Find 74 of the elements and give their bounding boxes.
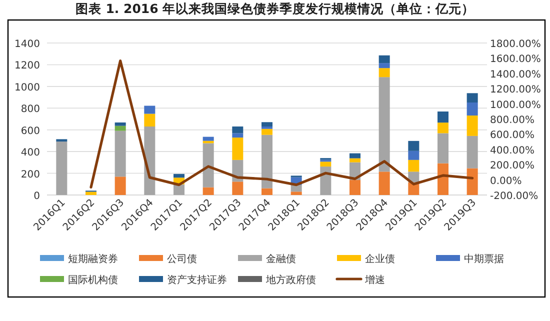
bar (232, 126, 244, 134)
y2-tick-label: 0.00% (490, 176, 522, 187)
bar (262, 134, 272, 188)
bar (408, 150, 420, 160)
bar (290, 192, 302, 195)
bar (320, 166, 332, 195)
bar (174, 184, 184, 195)
y-tick-label: 1400 (14, 39, 40, 50)
bar (144, 106, 156, 114)
bar (202, 143, 214, 188)
bar (408, 160, 420, 172)
legend-label: 资产支持证券 (167, 274, 227, 286)
bar (86, 192, 96, 195)
bar (202, 136, 214, 141)
bar (408, 140, 420, 151)
bar (350, 158, 360, 162)
legend-label: 企业债 (365, 253, 395, 265)
y-tick-label: 0 (34, 191, 40, 202)
legend-label: 金融债 (266, 253, 296, 265)
bar (262, 122, 272, 126)
bar (378, 63, 390, 68)
bar (262, 126, 272, 129)
legend-label: 公司债 (167, 253, 197, 265)
bar (202, 187, 214, 195)
bar (438, 163, 448, 195)
bar (232, 133, 244, 138)
bar (350, 153, 360, 158)
bar (174, 174, 184, 178)
y-tick-label: 1200 (14, 60, 40, 72)
y2-tick-label: 1200.00% (490, 84, 541, 96)
bar (56, 139, 68, 142)
bar (114, 176, 126, 195)
bar (320, 162, 332, 167)
y2-tick-label: 1400.00% (490, 69, 541, 80)
bar (378, 77, 390, 172)
bar (232, 182, 244, 195)
y-tick-label: 200 (20, 169, 40, 180)
y2-tick-label: -200.00% (490, 191, 538, 202)
legend-label: 增速 (364, 274, 385, 286)
bar (466, 93, 478, 102)
legend-label: 国际机构债 (68, 274, 118, 286)
bar (144, 126, 156, 195)
bar (262, 128, 272, 135)
legend-label: 中期票据 (464, 253, 504, 265)
bar (56, 142, 68, 195)
bar (466, 102, 478, 116)
y2-tick-label: 200.00% (490, 160, 534, 172)
y2-tick-label: 1000.00% (490, 100, 541, 111)
y2-tick-label: 1800.00% (490, 39, 541, 50)
bar (438, 112, 448, 123)
bar (466, 168, 478, 195)
y-tick-label: 1000 (14, 82, 40, 94)
bar (378, 55, 390, 64)
legend-label: 短期融资券 (68, 253, 118, 265)
y2-tick-label: 1600.00% (490, 54, 541, 66)
bar (466, 116, 478, 136)
y-tick-label: 600 (20, 126, 40, 137)
bar (290, 184, 302, 192)
y2-tick-label: 800.00% (490, 115, 534, 126)
bar (262, 188, 272, 195)
y2-tick-label: 600.00% (490, 130, 534, 142)
y-tick-label: 800 (20, 104, 40, 116)
bar (438, 133, 448, 164)
y-tick-label: 400 (20, 148, 40, 159)
bar (144, 114, 156, 126)
bar (438, 122, 448, 134)
bar (350, 180, 360, 195)
legend-label: 地方政府债 (265, 274, 316, 286)
y2-tick-label: 400.00% (490, 145, 534, 156)
bar (466, 136, 478, 168)
bar (232, 138, 244, 160)
chart-title: 图表 1. 2016 年以来我国绿色债券季度发行规模情况（单位：亿元） (75, 1, 475, 16)
bar (378, 68, 390, 78)
bar (378, 172, 390, 195)
